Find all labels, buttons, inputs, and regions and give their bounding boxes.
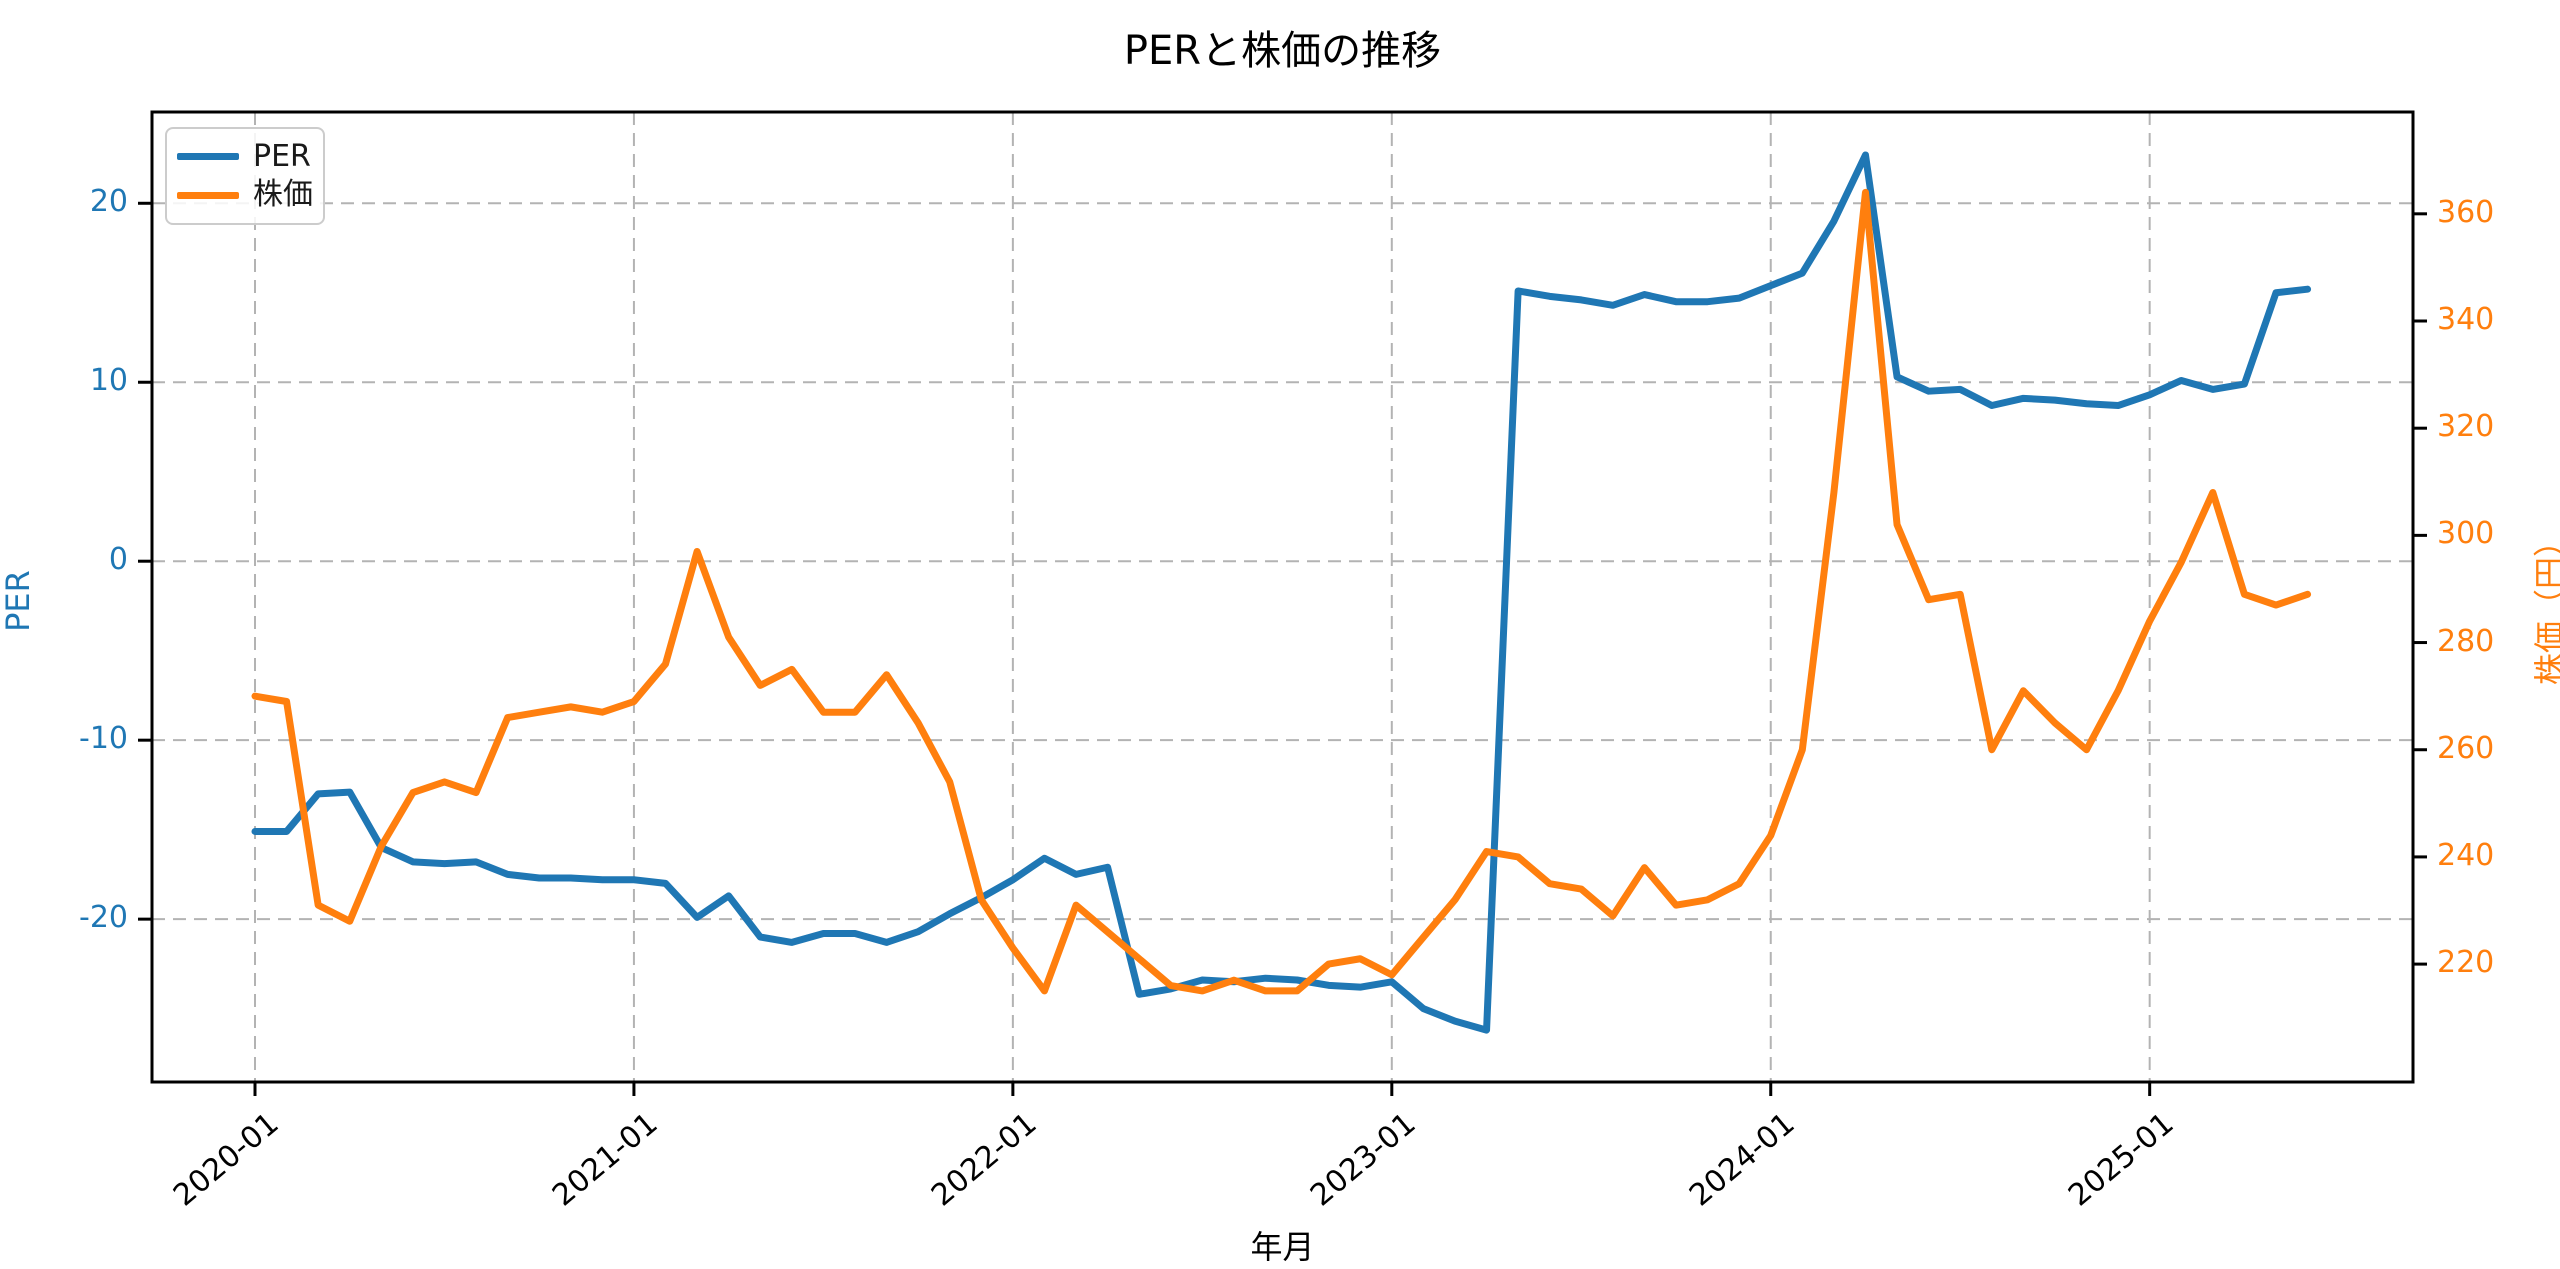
legend: PER 株価 xyxy=(165,127,325,225)
y-tick-label-right: 220 xyxy=(2437,945,2495,981)
legend-item-per: PER xyxy=(177,138,313,174)
y-tick-label-left: -10 xyxy=(79,721,128,757)
y-tick-label-right: 260 xyxy=(2437,730,2495,766)
kabuka-line xyxy=(251,188,2312,995)
y-tick-label-right: 360 xyxy=(2437,194,2495,230)
legend-item-kabuka: 株価 xyxy=(177,180,313,210)
per-line xyxy=(251,151,2312,1034)
per-line-swatch xyxy=(177,153,239,161)
legend-label-per: PER xyxy=(253,138,311,174)
legend-label-kabuka: 株価 xyxy=(253,177,313,213)
y-tick-label-right: 340 xyxy=(2437,302,2495,337)
y-tick-label-left: 0 xyxy=(108,542,128,578)
y-tick-label-right: 240 xyxy=(2437,837,2495,873)
y-tick-label-right: 320 xyxy=(2437,409,2495,445)
y-tick-label-right: 300 xyxy=(2437,516,2495,552)
kabuka-line-swatch xyxy=(177,191,239,199)
y-tick-label-left: 20 xyxy=(89,184,128,220)
chart-title: PERと株価の推移 xyxy=(1123,28,1442,74)
x-axis-label: 年月 xyxy=(1250,1228,1315,1266)
y-tick-label-left: 10 xyxy=(89,363,128,399)
plot-border xyxy=(150,110,2415,1084)
y-tick-label-left: -20 xyxy=(79,900,128,936)
y-tick-label-right: 280 xyxy=(2437,623,2495,659)
